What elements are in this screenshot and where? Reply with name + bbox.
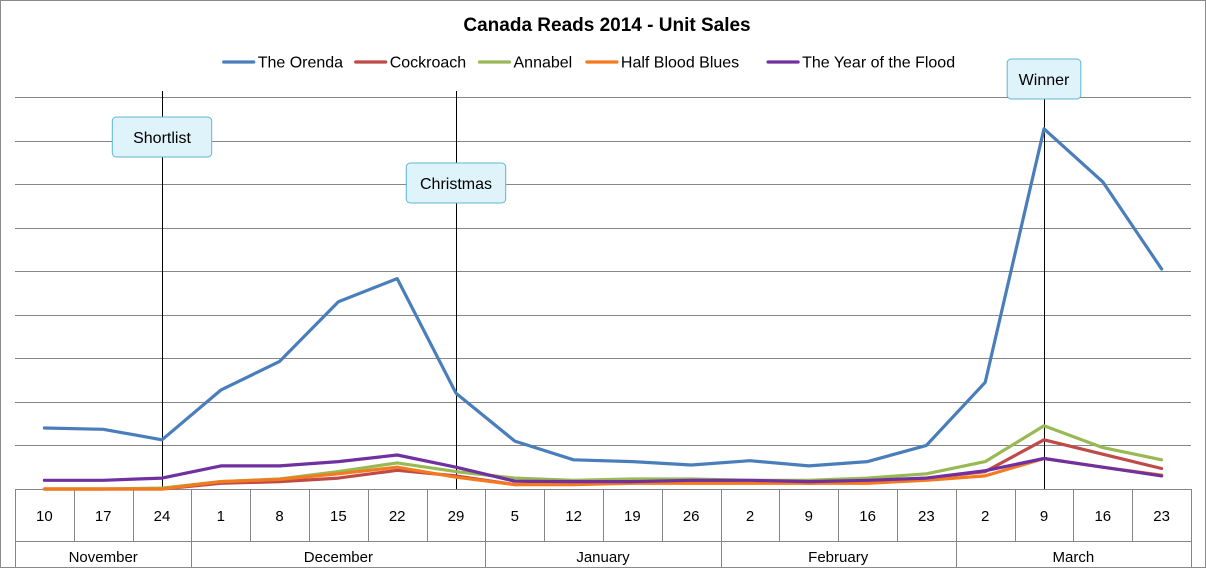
annotation-callouts: Shortlist Christmas Winner	[111, 58, 1082, 204]
month-label: January	[576, 549, 630, 566]
legend-label: Half Blood Blues	[621, 55, 739, 72]
month-label: November	[69, 549, 138, 566]
month-label: February	[808, 549, 869, 566]
legend-label: The Year of the Flood	[802, 55, 955, 72]
x-tick-label: 1	[217, 508, 225, 525]
x-tick-label: 17	[95, 508, 112, 525]
x-tick-label: 15	[330, 508, 347, 525]
x-tick-label: 9	[1040, 508, 1048, 525]
chart-series	[42, 127, 1164, 491]
x-tick-label: 23	[1153, 508, 1170, 525]
annotation-label: Shortlist	[133, 130, 191, 147]
legend-label: The Orenda	[258, 55, 343, 72]
x-tick-label: 22	[389, 508, 406, 525]
x-tick-label: 16	[859, 508, 876, 525]
series-line	[42, 453, 1164, 484]
annotation-box	[1006, 58, 1082, 100]
annotation-box	[111, 116, 213, 158]
x-tick-label: 10	[36, 508, 53, 525]
x-tick-label: 29	[448, 508, 465, 525]
legend-label: Annabel	[514, 55, 573, 72]
x-tick-label: 8	[275, 508, 283, 525]
legend-label: Cockroach	[390, 55, 466, 72]
chart-x-axis: 10 17 24 1 8 15 22 29 5 12 19 26 2 9 16 23 2 9 16 23Novembe…	[15, 489, 1192, 567]
series-line	[42, 456, 1164, 491]
x-tick-label: 23	[918, 508, 935, 525]
annotation-markers	[162, 91, 1045, 489]
series-line	[42, 127, 1164, 468]
x-tick-label: 5	[511, 508, 519, 525]
month-label: March	[1053, 549, 1095, 566]
annotation-label: Winner	[1019, 72, 1070, 89]
annotation-box	[405, 162, 507, 204]
chart-legend: The Orenda Cockroach Annabel Half Blood Blu…	[222, 55, 955, 72]
x-tick-label: 16	[1094, 508, 1111, 525]
chart-title: Canada Reads 2014 - Unit Sales	[463, 15, 750, 36]
x-tick-label: 2	[746, 508, 754, 525]
x-tick-label: 24	[154, 508, 171, 525]
x-tick-label: 2	[981, 508, 989, 525]
annotation-label: Christmas	[420, 176, 492, 193]
month-label: December	[304, 549, 373, 566]
x-tick-label: 9	[805, 508, 813, 525]
series-line	[42, 424, 1164, 491]
x-tick-label: 19	[624, 508, 641, 525]
x-tick-label: 12	[565, 508, 582, 525]
x-tick-label: 26	[683, 508, 700, 525]
